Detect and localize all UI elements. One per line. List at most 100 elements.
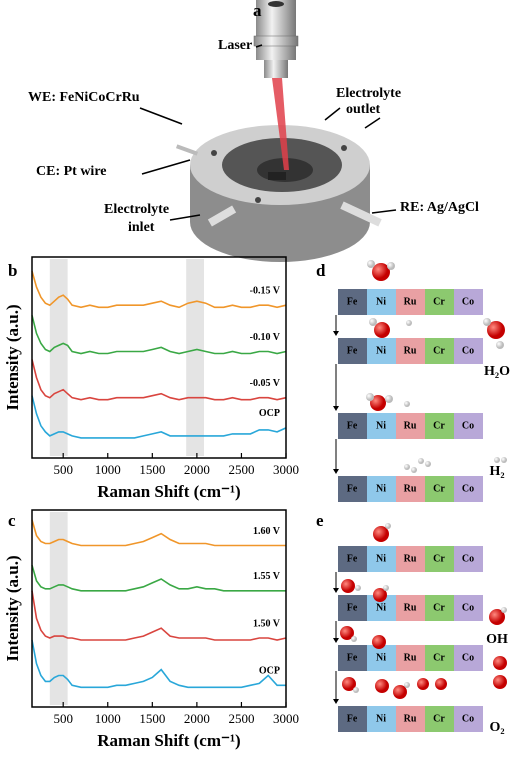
element-label: Fe (347, 483, 358, 494)
spectrum-line (31, 639, 286, 689)
series-label: -0.05 V (250, 378, 281, 389)
atom (411, 467, 417, 473)
atom (418, 458, 424, 464)
element-block (425, 645, 454, 671)
atom (355, 585, 361, 591)
element-block (396, 546, 425, 572)
atom (404, 401, 410, 407)
element-block (454, 706, 483, 732)
series-label: 1.55 V (253, 571, 281, 582)
element-label: Co (462, 602, 474, 613)
atom (385, 395, 393, 403)
element-label: Fe (347, 553, 358, 564)
atom (496, 341, 504, 349)
series-label: -0.15 V (250, 286, 281, 297)
element-label: Fe (347, 296, 358, 307)
panel-letter: a (253, 1, 262, 20)
highlight-band (49, 512, 68, 705)
element-block (396, 706, 425, 732)
element-block (425, 413, 454, 439)
element-block (454, 413, 483, 439)
element-label: Ni (376, 713, 386, 724)
element-label: Cr (433, 420, 445, 431)
x-tick-label: 500 (53, 711, 73, 726)
atom (385, 523, 391, 529)
atom (341, 579, 355, 593)
spectrum-line (31, 359, 287, 401)
atom (406, 320, 412, 326)
series-label: -0.10 V (250, 332, 281, 343)
element-label: Fe (347, 345, 358, 356)
element-label: Cr (433, 713, 445, 724)
label: RE: Ag/AgCl (400, 200, 479, 215)
element-block (338, 413, 367, 439)
atom (367, 260, 375, 268)
atom (435, 678, 447, 690)
atom (369, 318, 377, 326)
element-label: Ru (404, 713, 417, 724)
atom (340, 626, 354, 640)
element-block (338, 595, 367, 621)
element-label: Co (462, 420, 474, 431)
element-block (338, 476, 367, 502)
atom (404, 682, 410, 688)
element-label: Co (462, 553, 474, 564)
atom (387, 262, 395, 270)
element-label: Co (462, 296, 474, 307)
element-label: Fe (347, 713, 358, 724)
element-block (425, 595, 454, 621)
element-block (425, 338, 454, 364)
x-tick-label: 3000 (273, 711, 299, 726)
element-label: Ru (404, 345, 417, 356)
label: Laser (218, 38, 252, 53)
x-tick-label: 1000 (95, 462, 121, 477)
element-label: Ru (404, 420, 417, 431)
element-label: Ni (376, 345, 386, 356)
element-block (367, 706, 396, 732)
element-block (425, 706, 454, 732)
atom (501, 457, 507, 463)
series-label: OCP (259, 408, 280, 419)
element-block (367, 289, 396, 315)
element-block (396, 476, 425, 502)
element-block (454, 546, 483, 572)
atom (373, 588, 387, 602)
y-axis-title: Intensity (a.u.) (3, 304, 22, 410)
label: Electrolyte (104, 202, 169, 217)
species-label: OH (486, 632, 508, 647)
spectrum-line (31, 395, 287, 439)
atom (393, 685, 407, 699)
element-block (367, 476, 396, 502)
atom (353, 687, 359, 693)
element-label: Fe (347, 602, 358, 613)
element-block (338, 338, 367, 364)
element-block (367, 413, 396, 439)
element-label: Cr (433, 296, 445, 307)
element-block (425, 289, 454, 315)
atom (342, 677, 356, 691)
label: inlet (128, 220, 155, 235)
element-label: Fe (347, 420, 358, 431)
atom (372, 635, 386, 649)
element-label: Co (462, 652, 474, 663)
atom (501, 607, 507, 613)
element-block (425, 546, 454, 572)
atom (493, 656, 507, 670)
element-label: Cr (433, 483, 445, 494)
element-label: Cr (433, 553, 445, 564)
label: outlet (346, 102, 381, 117)
atom (351, 636, 357, 642)
label: WE: FeNiCoCrRu (28, 90, 140, 105)
element-block (338, 706, 367, 732)
arrow-head (333, 469, 339, 474)
atom (487, 321, 505, 339)
element-block (454, 289, 483, 315)
highlight-band (186, 259, 205, 456)
x-tick-label: 1500 (139, 711, 165, 726)
y-axis-title: Intensity (a.u.) (3, 555, 22, 661)
atom (370, 395, 386, 411)
atom (425, 461, 431, 467)
element-block (367, 338, 396, 364)
element-label: Ni (376, 553, 386, 564)
